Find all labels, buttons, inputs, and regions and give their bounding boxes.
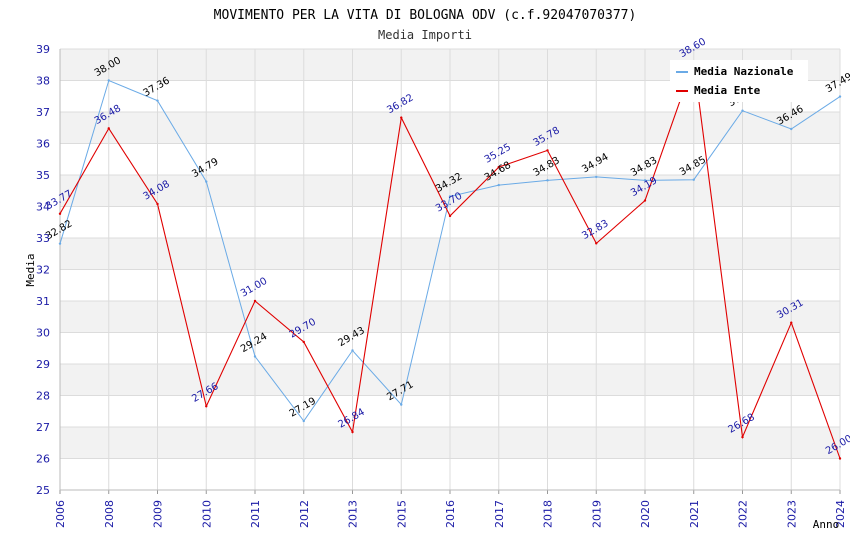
y-tick-label: 28 [36, 390, 50, 403]
data-point [497, 183, 500, 187]
y-tick-label: 36 [36, 138, 50, 151]
chart-subtitle: Media Importi [378, 28, 472, 42]
data-point [790, 127, 793, 131]
data-label: 29.24 [239, 331, 269, 355]
data-point [205, 180, 208, 183]
y-tick-label: 37 [36, 106, 50, 119]
data-point [302, 419, 305, 423]
y-tick-label: 39 [36, 43, 50, 56]
y-tick-label: 31 [36, 295, 50, 308]
x-tick-label: 2009 [152, 500, 165, 528]
chart-title: MOVIMENTO PER LA VITA DI BOLOGNA ODV (c.… [214, 8, 637, 23]
data-point [156, 202, 159, 206]
x-tick-label: 2017 [493, 500, 506, 528]
data-point [692, 178, 695, 181]
y-axis-ticks: 25 26 27 28 29 30 31 32 33 34 35 36 37 38 39 [36, 43, 50, 497]
x-tick-label: 2019 [590, 500, 603, 528]
y-tick-label: 34 [36, 201, 50, 214]
y-tick-label: 35 [36, 169, 50, 182]
data-point [448, 195, 452, 198]
y-tick-label: 27 [36, 421, 50, 434]
data-point [107, 127, 110, 130]
data-point [546, 149, 549, 152]
y-tick-label: 29 [36, 358, 50, 371]
y-tick-label: 26 [36, 453, 50, 466]
data-point [595, 175, 598, 179]
legend-box [670, 60, 808, 102]
data-point [790, 321, 793, 324]
x-tick-label: 2015 [395, 500, 408, 528]
data-point [400, 403, 403, 406]
data-point [448, 214, 452, 218]
x-tick-label: 2010 [200, 500, 213, 528]
data-label: 33.77 [44, 188, 74, 212]
x-tick-label: 2022 [737, 500, 750, 528]
x-axis-label: Anno [813, 518, 840, 531]
x-tick-label: 2018 [542, 500, 555, 528]
data-point [741, 109, 744, 112]
data-point [302, 340, 305, 344]
data-point [643, 199, 647, 202]
x-tick-label: 2020 [639, 500, 652, 528]
series-lines [58, 60, 842, 460]
y-tick-label: 25 [36, 484, 50, 497]
data-label: 31.00 [239, 276, 269, 300]
x-tick-label: 2008 [103, 500, 116, 528]
legend-entry-ente: Media Ente [694, 84, 761, 97]
x-tick-label: 2021 [688, 500, 701, 528]
x-tick-label: 2024 [834, 500, 847, 528]
x-tick-label: 2023 [785, 500, 798, 528]
data-point [497, 165, 500, 169]
data-label: 34.94 [580, 152, 610, 176]
data-point [253, 299, 257, 303]
x-tick-label: 2011 [249, 500, 262, 528]
data-point [838, 457, 842, 460]
y-tick-label: 30 [36, 327, 50, 340]
data-point [546, 179, 549, 182]
data-label: 27.19 [288, 396, 318, 420]
data-point [58, 242, 62, 245]
data-point [58, 212, 62, 215]
data-point [351, 349, 354, 352]
x-axis-ticks: 2006 2008 2009 2010 2011 2012 2013 2015 2016 2017… [54, 500, 847, 528]
data-point [107, 79, 110, 82]
x-tick-label: 2013 [347, 500, 360, 528]
axes [59, 49, 841, 494]
y-axis-label: Media [24, 253, 37, 286]
x-tick-label: 2006 [54, 500, 67, 528]
y-tick-label: 33 [36, 232, 50, 245]
data-point [643, 179, 647, 182]
data-point [156, 99, 159, 102]
data-point [253, 355, 257, 358]
legend: Media Nazionale Media Ente [670, 60, 808, 102]
data-point [595, 242, 598, 245]
data-point [741, 435, 744, 439]
y-tick-label: 32 [36, 264, 50, 277]
y-tick-label: 38 [36, 75, 50, 88]
data-point [400, 116, 403, 119]
data-point [838, 95, 842, 98]
legend-entry-nazionale: Media Nazionale [694, 65, 794, 78]
data-point [205, 405, 208, 408]
data-point [351, 430, 354, 434]
x-tick-label: 2012 [298, 500, 311, 528]
x-tick-label: 2016 [444, 500, 457, 528]
